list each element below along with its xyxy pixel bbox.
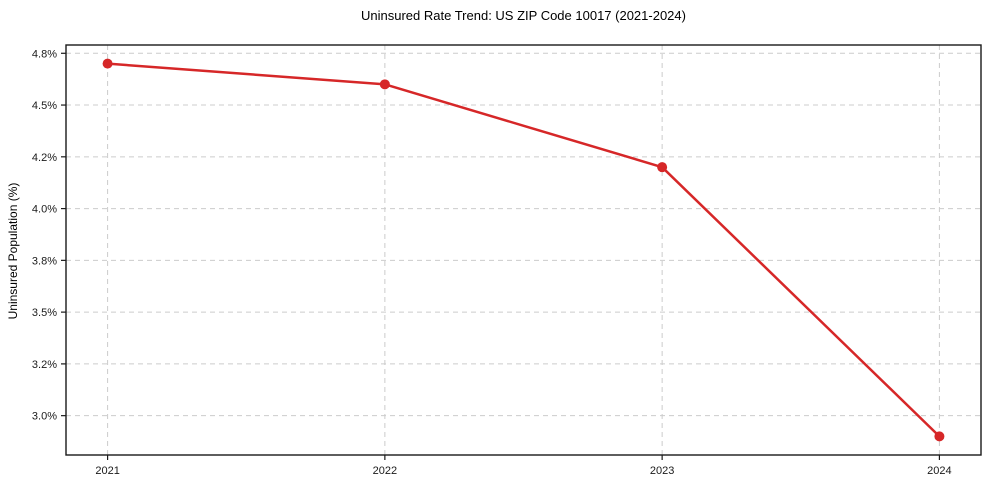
data-point-marker [379,79,390,90]
y-tick-label: 4.0% [32,204,57,216]
y-tick-label: 4.8% [32,48,57,60]
y-tick-label: 3.8% [32,255,57,267]
y-tick-label: 4.2% [32,152,57,164]
x-tick-label: 2022 [373,465,397,477]
data-point-marker [657,162,668,173]
data-point-marker [934,431,945,442]
x-tick-label: 2024 [927,465,951,477]
y-tick-label: 4.5% [32,100,57,112]
x-tick-label: 2023 [650,465,674,477]
y-tick-label: 3.5% [32,307,57,319]
y-tick-label: 3.2% [32,359,57,371]
chart-title: Uninsured Rate Trend: US ZIP Code 10017 … [361,8,686,23]
data-point-marker [102,58,113,69]
y-tick-label: 3.0% [32,411,57,423]
plot-border [65,44,982,456]
trend-line [106,62,941,438]
x-tick-label: 2021 [95,465,119,477]
